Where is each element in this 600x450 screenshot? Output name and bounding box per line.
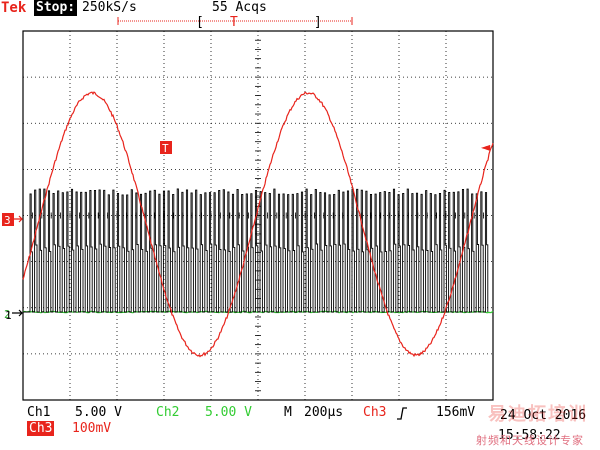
- ch1-scale: 5.00 V: [75, 405, 122, 420]
- sample-rate: 250kS/s: [82, 0, 137, 15]
- svg-text:2: 2: [4, 308, 11, 321]
- scope-display: [ ] T 3 2 1 ◄ T: [2, 15, 494, 401]
- brand-logo: Tek: [1, 0, 27, 16]
- date-readout: 24 Oct 2016: [500, 408, 587, 423]
- trigger-level: 156mV: [436, 405, 476, 420]
- trigger-level-marker[interactable]: ◄: [481, 140, 491, 154]
- ch2-label[interactable]: Ch2: [156, 405, 180, 420]
- ch1-trace: [23, 188, 489, 313]
- status-bar: Tek Stop: 250kS/s 55 Acqs: [0, 0, 600, 26]
- ch2-scale: 5.00 V: [205, 405, 252, 420]
- ch3-label-box: Ch3: [27, 421, 55, 436]
- rising-edge-icon: [397, 407, 407, 420]
- record-open-bracket: [: [196, 15, 204, 30]
- ch3-ground-marker[interactable]: 3: [2, 213, 23, 227]
- ch3-trace: [22, 91, 494, 358]
- watermark-tagline: 射频和天线设计专家: [476, 434, 584, 447]
- trigger-point-marker: T: [160, 141, 172, 155]
- svg-text:◄: ◄: [481, 140, 491, 154]
- trigger-source[interactable]: Ch3: [363, 405, 387, 420]
- watermark-logo: 易迪拓培训: [488, 404, 588, 425]
- svg-text:3: 3: [4, 214, 11, 227]
- ch3-scale: 100mV: [72, 421, 112, 436]
- acquisition-state: Stop:: [34, 0, 78, 16]
- trigger-position-marker: T: [230, 15, 238, 30]
- ch3-label[interactable]: Ch3: [27, 421, 55, 437]
- record-close-bracket: ]: [314, 15, 322, 30]
- timebase-label: M: [284, 405, 292, 420]
- svg-text:1: 1: [5, 309, 12, 322]
- record-position-indicator: [ ] T: [117, 15, 353, 30]
- ch1-label[interactable]: Ch1: [27, 405, 51, 420]
- svg-text:T: T: [162, 142, 169, 155]
- ch1-ground-marker[interactable]: 2 1: [4, 308, 23, 322]
- time-readout: 15:58:22: [498, 428, 561, 443]
- timebase-value[interactable]: 200µs: [304, 405, 344, 420]
- acquisition-count: 55 Acqs: [212, 0, 267, 15]
